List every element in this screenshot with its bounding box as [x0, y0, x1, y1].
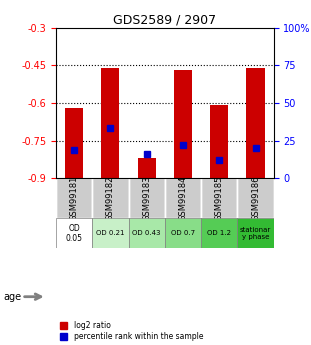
FancyBboxPatch shape [128, 218, 165, 248]
Bar [210, 105, 228, 178]
FancyBboxPatch shape [237, 218, 274, 248]
Text: OD
0.05: OD 0.05 [66, 224, 83, 243]
FancyBboxPatch shape [128, 178, 165, 218]
Text: OD 0.21: OD 0.21 [96, 230, 125, 236]
Legend: log2 ratio, percentile rank within the sample: log2 ratio, percentile rank within the s… [60, 321, 203, 341]
FancyBboxPatch shape [92, 178, 128, 218]
Bar [137, 158, 156, 178]
Text: OD 0.7: OD 0.7 [171, 230, 195, 236]
FancyBboxPatch shape [237, 178, 274, 218]
FancyBboxPatch shape [201, 218, 237, 248]
Bar [174, 70, 192, 178]
FancyBboxPatch shape [92, 218, 128, 248]
Text: stationar
y phase: stationar y phase [240, 227, 271, 240]
Text: GSM99181: GSM99181 [70, 176, 79, 221]
Text: GSM99183: GSM99183 [142, 176, 151, 221]
Text: age: age [3, 292, 21, 302]
Bar [65, 108, 83, 178]
Text: GSM99182: GSM99182 [106, 176, 115, 221]
FancyBboxPatch shape [56, 218, 92, 248]
FancyBboxPatch shape [56, 178, 92, 218]
Text: GSM99185: GSM99185 [215, 176, 224, 221]
FancyBboxPatch shape [165, 178, 201, 218]
FancyBboxPatch shape [201, 178, 237, 218]
Title: GDS2589 / 2907: GDS2589 / 2907 [113, 13, 216, 27]
Text: GSM99184: GSM99184 [179, 176, 188, 221]
FancyBboxPatch shape [165, 218, 201, 248]
Text: OD 0.43: OD 0.43 [132, 230, 161, 236]
Bar [246, 68, 265, 178]
Text: GSM99186: GSM99186 [251, 176, 260, 221]
Text: OD 1.2: OD 1.2 [207, 230, 231, 236]
Bar [101, 68, 119, 178]
